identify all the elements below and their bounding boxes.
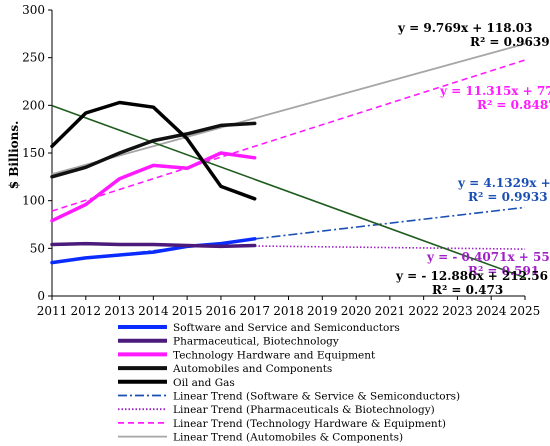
trend-equation: y = - 0.4071x + 55.286 xyxy=(426,250,550,264)
y-axis-label: $ Billions. xyxy=(7,121,21,190)
series-line xyxy=(50,237,257,265)
legend-label: Technology Hardware and Equipment xyxy=(173,349,376,361)
x-tick-label: 2014 xyxy=(138,304,169,318)
x-tick-label: 2016 xyxy=(206,304,237,318)
trend-r-squared: R² = 0.473 xyxy=(432,283,503,297)
trend-equations: y = 4.1329x + 30.946R² = 0.9933 y = - 0.4… xyxy=(395,21,550,297)
y-tick-label: 100 xyxy=(22,194,45,208)
x-tick-label: 2025 xyxy=(510,304,541,318)
x-tick-label: 2023 xyxy=(442,304,473,318)
x-tick-label: 2011 xyxy=(37,304,68,318)
legend: Software and Service and Semiconductors P… xyxy=(118,322,460,446)
x-tick-label: 2020 xyxy=(341,304,372,318)
trend-equation: y = 9.769x + 118.03 xyxy=(397,21,532,35)
legend-label: Pharmaceutical, Biotechnology xyxy=(173,336,339,348)
series-line xyxy=(50,241,257,249)
y-tick-label: 200 xyxy=(22,98,45,112)
x-tick-label: 2022 xyxy=(408,304,439,318)
x-tick-label: 2019 xyxy=(307,304,338,318)
legend-label: Automobiles and Components xyxy=(172,363,332,375)
legend-label: Linear Trend (Automobiles & Components) xyxy=(173,432,403,444)
trend-equation: y = 11.315x + 77.81 xyxy=(439,84,550,98)
legend-label: Oil and Gas xyxy=(173,377,235,389)
series-line xyxy=(50,100,257,201)
x-tick-label: 2012 xyxy=(71,304,102,318)
legend-label: Software and Service and Semiconductors xyxy=(173,322,400,334)
series-line xyxy=(50,151,257,223)
x-tick-label: 2013 xyxy=(104,304,135,318)
trendline xyxy=(51,206,526,264)
series-lines xyxy=(50,100,257,265)
x-tick-label: 2015 xyxy=(172,304,203,318)
x-tick-label: 2017 xyxy=(239,304,270,318)
x-tick-label: 2018 xyxy=(273,304,304,318)
legend-label: Linear Trend (Technology Hardware & Equi… xyxy=(173,418,446,430)
trendline xyxy=(51,42,526,176)
y-tick-label: 50 xyxy=(30,241,45,255)
legend-label: Linear Trend (Pharmaceuticals & Biotechn… xyxy=(173,404,435,416)
series-line xyxy=(50,121,257,179)
trend-r-squared: R² = 0.591 xyxy=(468,264,539,278)
x-tick-label: 2024 xyxy=(476,304,507,318)
trend-equation: y = 4.1329x + 30.946 xyxy=(457,176,550,190)
legend-label: Linear Trend (Software & Service & Semic… xyxy=(173,391,460,403)
trend-equation: y = - 12.886x + 212.56 xyxy=(395,269,548,283)
trend-r-squared: R² = 0.9933 xyxy=(468,190,548,204)
x-tick-label: 2021 xyxy=(375,304,406,318)
trendline xyxy=(51,59,526,212)
trend-r-squared: R² = 0.8487 xyxy=(477,98,550,112)
y-tick-label: 150 xyxy=(22,146,45,160)
trend-r-squared: R² = 0.9639 xyxy=(470,35,550,49)
y-tick-label: 250 xyxy=(22,51,45,65)
trendline xyxy=(51,104,526,279)
trendlines xyxy=(51,42,526,279)
y-tick-label: 300 xyxy=(22,3,45,17)
y-tick-label: 0 xyxy=(37,289,45,303)
